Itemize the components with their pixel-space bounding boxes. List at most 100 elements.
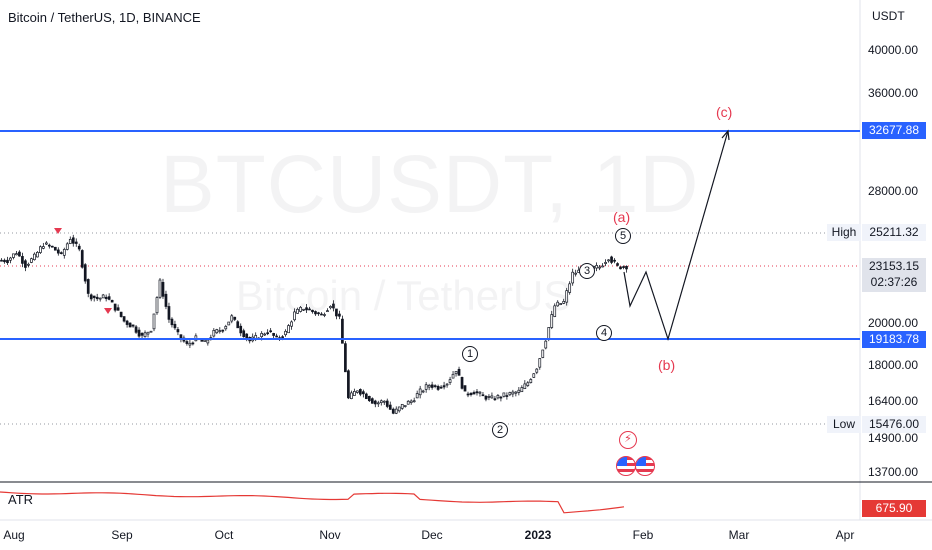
candle-body — [421, 390, 425, 393]
us-flag-icon[interactable] — [616, 456, 636, 476]
wave-number-5[interactable]: 5 — [615, 228, 631, 244]
chart-title: Bitcoin / TetherUS, 1D, BINANCE — [8, 10, 201, 25]
candle-body — [379, 400, 383, 403]
candle-body — [619, 266, 622, 270]
candle-body — [574, 272, 578, 275]
candle-body — [361, 391, 365, 395]
candle-body — [514, 391, 518, 394]
wave-label-b[interactable]: (b) — [658, 357, 676, 373]
candle-body — [341, 318, 344, 344]
last-price-tag: 23153.15 02:37:26 — [862, 258, 926, 292]
candle-body — [367, 395, 371, 402]
candle-body — [263, 333, 267, 336]
atr-value-tag: 675.90 — [862, 500, 926, 517]
candle-body — [230, 315, 234, 322]
candle-body — [484, 395, 488, 400]
candle-body — [62, 249, 66, 256]
candle-body — [272, 333, 275, 336]
candle-body — [565, 290, 569, 303]
candle-body — [113, 303, 117, 311]
candle-body — [332, 303, 335, 309]
candle-body — [104, 296, 108, 300]
candle-body — [296, 309, 299, 314]
price-tick: 16400.00 — [867, 394, 918, 408]
candle-body — [86, 279, 90, 294]
candle-body — [604, 262, 607, 264]
candle-body — [269, 330, 272, 333]
candle-body — [320, 313, 323, 316]
candle-body — [143, 332, 147, 338]
candle-body — [15, 253, 18, 256]
support-price-tag[interactable]: 19183.78 — [862, 331, 926, 348]
candle-body — [409, 400, 413, 403]
price-tick: 14900.00 — [867, 431, 918, 445]
candle-body — [170, 318, 174, 326]
candle-body — [59, 252, 63, 254]
candle-body — [412, 400, 416, 403]
candle-body — [541, 349, 545, 358]
candle-body — [218, 330, 222, 332]
candle-body — [290, 321, 293, 327]
candle-body — [18, 251, 21, 257]
wave-number-1[interactable]: 1 — [462, 346, 478, 362]
candle-body — [499, 396, 503, 399]
candle-body — [376, 402, 380, 405]
candle-body — [239, 325, 243, 334]
price-tick: 36000.00 — [867, 86, 918, 100]
candle-body — [215, 329, 219, 334]
candle-body — [517, 389, 521, 393]
candle-body — [30, 258, 33, 263]
candle-body — [350, 392, 353, 399]
resistance-price-tag[interactable]: 32677.88 — [862, 122, 926, 139]
candle-body — [469, 392, 473, 396]
wave-label-a[interactable]: (a) — [613, 209, 631, 225]
candle-body — [224, 326, 228, 330]
time-tick: 2023 — [524, 528, 552, 542]
candle-body — [284, 330, 287, 336]
price-tick: 20000.00 — [867, 316, 918, 330]
candle-body — [502, 392, 506, 397]
candle-body — [155, 297, 159, 314]
event-lightning-icon[interactable]: ⚡ — [619, 431, 637, 449]
time-tick: Aug — [3, 528, 25, 542]
candle-body — [47, 244, 51, 247]
wave-label-c[interactable]: (c) — [716, 104, 733, 120]
wave-number-2[interactable]: 2 — [492, 422, 508, 438]
candle-body — [526, 382, 530, 386]
candle-body — [544, 340, 548, 349]
candle-body — [12, 253, 15, 258]
candle-body — [403, 405, 407, 407]
candle-body — [496, 395, 500, 399]
candle-body — [373, 400, 377, 405]
price-tick: 18000.00 — [867, 358, 918, 372]
candle-body — [36, 251, 39, 258]
bar-countdown: 02:37:26 — [870, 275, 918, 289]
time-tick: Oct — [214, 528, 234, 542]
candle-body — [122, 316, 126, 322]
candle-body — [281, 336, 284, 339]
candle-body — [478, 391, 482, 394]
us-flag-icon[interactable] — [635, 456, 655, 476]
candle-body — [33, 253, 36, 261]
candle-body — [562, 301, 566, 304]
wave-number-3[interactable]: 3 — [579, 263, 595, 279]
candle-body — [179, 334, 183, 339]
candle-body — [260, 333, 264, 338]
last-price: 23153.15 — [868, 259, 920, 273]
candle-body — [463, 385, 467, 392]
candle-body — [571, 271, 575, 284]
candle-body — [206, 339, 210, 344]
atr-indicator-label[interactable]: ATR — [8, 492, 34, 507]
wave-number-4[interactable]: 4 — [596, 325, 612, 341]
candle-body — [9, 257, 12, 261]
candle-body — [92, 295, 96, 298]
candle-body — [176, 329, 180, 333]
candle-body — [101, 294, 105, 299]
candle-body — [460, 377, 464, 389]
candle-body — [364, 393, 368, 400]
time-tick: Apr — [835, 528, 855, 542]
candle-body — [164, 293, 168, 307]
candle-body — [233, 316, 237, 320]
